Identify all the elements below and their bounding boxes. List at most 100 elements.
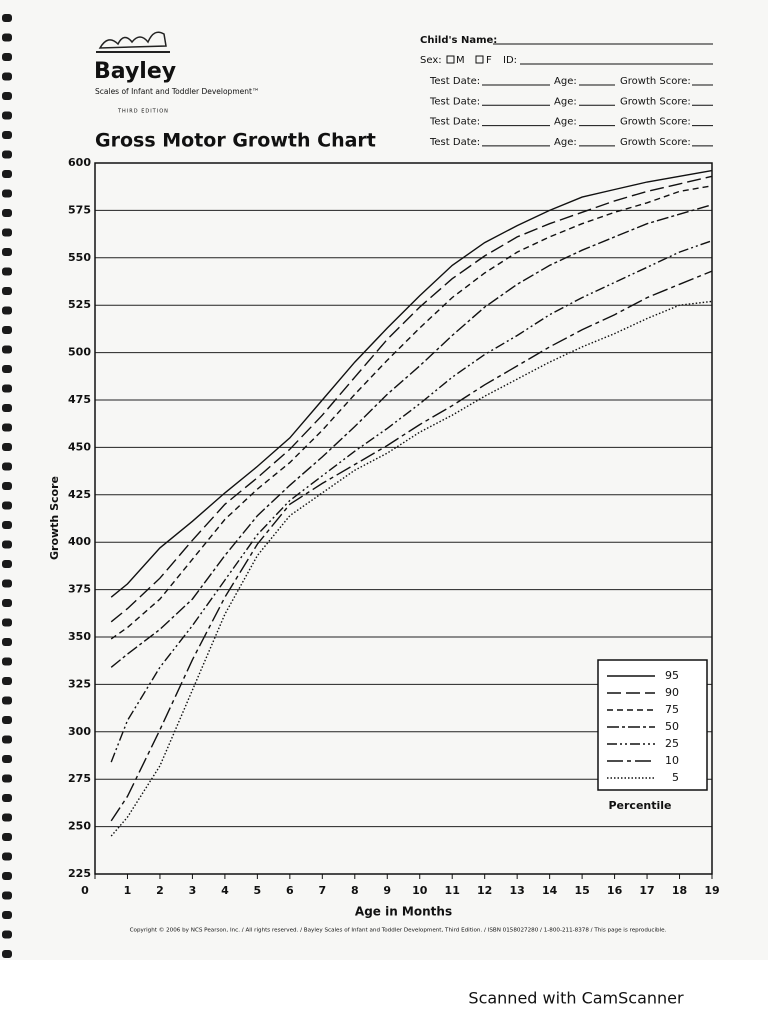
x-tick-label: 4 bbox=[221, 884, 229, 897]
spiral-binding bbox=[2, 14, 12, 958]
form-label: Sex: bbox=[420, 55, 442, 66]
spiral-ring bbox=[2, 911, 12, 919]
x-tick-label: 6 bbox=[286, 884, 294, 897]
form: Child's Name: Sex: M F ID: Test Date: Age… bbox=[420, 35, 713, 148]
percentile-line bbox=[110, 300, 713, 837]
spiral-ring bbox=[2, 131, 12, 139]
form-label: Test Date: bbox=[429, 76, 480, 87]
spiral-ring bbox=[2, 306, 12, 315]
form-label: M bbox=[456, 55, 465, 66]
x-axis-title: Age in Months bbox=[355, 905, 452, 919]
percentile-line bbox=[110, 270, 713, 822]
spiral-ring bbox=[2, 150, 12, 159]
y-tick-label: 425 bbox=[68, 488, 91, 501]
spiral-ring bbox=[2, 950, 12, 958]
y-tick-label: 275 bbox=[68, 772, 91, 785]
spiral-ring bbox=[2, 891, 12, 900]
chart-title: Gross Motor Growth Chart bbox=[95, 130, 376, 152]
legend-box bbox=[597, 659, 708, 791]
spiral-ring bbox=[2, 482, 12, 490]
spiral-ring bbox=[2, 189, 12, 198]
form-label: Age: bbox=[554, 76, 577, 87]
spiral-ring bbox=[2, 14, 12, 22]
form-label: Test Date: bbox=[429, 96, 480, 107]
form-label: ID: bbox=[503, 55, 517, 66]
logo-subtitle: Scales of Infant and Toddler Development… bbox=[95, 87, 259, 96]
x-tick-label: 7 bbox=[318, 884, 326, 897]
y-tick-label: 375 bbox=[68, 583, 91, 596]
y-tick-label: 525 bbox=[68, 298, 91, 311]
y-tick-label: 300 bbox=[68, 725, 91, 738]
copyright: Copyright © 2006 by NCS Pearson, Inc. / … bbox=[130, 927, 667, 934]
logo-name: Bayley bbox=[94, 59, 176, 84]
spiral-ring bbox=[2, 716, 12, 724]
spiral-ring bbox=[2, 170, 12, 178]
legend-label: 75 bbox=[665, 703, 679, 716]
spiral-ring bbox=[2, 521, 12, 529]
spiral-ring bbox=[2, 774, 12, 783]
legend-label: 25 bbox=[665, 737, 679, 750]
x-tick-label: 1 bbox=[124, 884, 132, 897]
chart: 2252502753003253503754004254504755005255… bbox=[48, 156, 720, 919]
y-tick-label: 575 bbox=[68, 203, 91, 216]
spiral-ring bbox=[2, 365, 12, 373]
form-label: Age: bbox=[554, 117, 577, 128]
form-label: Test Date: bbox=[429, 137, 480, 148]
spiral-ring bbox=[2, 53, 12, 61]
percentile-line bbox=[110, 240, 713, 763]
legend-label: 95 bbox=[665, 669, 679, 682]
x-tick-label: 8 bbox=[351, 884, 359, 897]
x-tick-label: 17 bbox=[639, 884, 654, 897]
spiral-ring bbox=[2, 462, 12, 471]
form-label: Growth Score: bbox=[620, 117, 691, 128]
checkbox[interactable] bbox=[475, 55, 484, 64]
y-tick-label: 500 bbox=[68, 346, 91, 359]
spiral-ring bbox=[2, 872, 12, 880]
form-label: Growth Score: bbox=[620, 76, 691, 87]
x-tick-label: 16 bbox=[607, 884, 623, 897]
form-label: Age: bbox=[554, 137, 577, 148]
x-tick-label: 9 bbox=[383, 884, 391, 897]
checkbox[interactable] bbox=[446, 55, 455, 64]
watermark: Scanned with CamScanner bbox=[468, 989, 684, 1008]
spiral-ring bbox=[2, 404, 12, 412]
spiral-ring bbox=[2, 833, 12, 841]
spiral-ring bbox=[2, 599, 12, 607]
spiral-ring bbox=[2, 677, 12, 685]
x-tick-label: 19 bbox=[704, 884, 719, 897]
legend-label: 10 bbox=[665, 754, 679, 767]
x-tick-label: 12 bbox=[477, 884, 492, 897]
form-label: Test Date: bbox=[429, 117, 480, 128]
x-tick-label: 0 bbox=[81, 884, 89, 897]
y-tick-label: 325 bbox=[68, 677, 91, 690]
form-label: F bbox=[486, 55, 492, 66]
x-tick-label: 13 bbox=[510, 884, 525, 897]
spiral-ring bbox=[2, 209, 12, 217]
form-label: Growth Score: bbox=[620, 96, 691, 107]
spiral-ring bbox=[2, 560, 12, 568]
x-tick-label: 18 bbox=[672, 884, 687, 897]
y-tick-label: 225 bbox=[68, 867, 91, 880]
spiral-ring bbox=[2, 384, 12, 393]
x-tick-label: 10 bbox=[412, 884, 428, 897]
legend-label: 50 bbox=[665, 720, 679, 733]
y-tick-label: 600 bbox=[68, 156, 91, 169]
spiral-ring bbox=[2, 443, 12, 451]
spiral-ring bbox=[2, 72, 12, 81]
y-tick-label: 350 bbox=[68, 630, 91, 643]
spiral-ring bbox=[2, 345, 12, 354]
spiral-ring bbox=[2, 618, 12, 627]
form-label: Child's Name: bbox=[420, 35, 497, 46]
y-tick-label: 450 bbox=[68, 440, 91, 453]
spiral-ring bbox=[2, 248, 12, 256]
x-tick-label: 3 bbox=[189, 884, 197, 897]
percentile-line bbox=[110, 204, 713, 668]
y-tick-label: 475 bbox=[68, 393, 91, 406]
spiral-ring bbox=[2, 735, 12, 744]
spiral-ring bbox=[2, 579, 12, 588]
form-label: Age: bbox=[554, 96, 577, 107]
spiral-ring bbox=[2, 287, 12, 295]
percentile-line bbox=[110, 175, 713, 623]
spiral-ring bbox=[2, 540, 12, 549]
